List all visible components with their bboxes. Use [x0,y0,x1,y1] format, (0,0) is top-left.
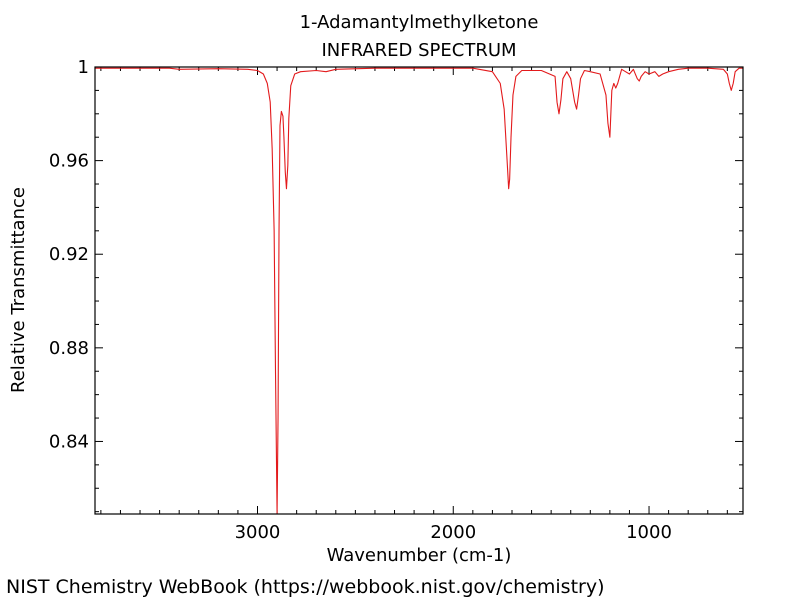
axis-ticks [95,66,743,514]
y-axis-label: Relative Transmittance [8,187,29,393]
x-tick-label: 1000 [626,522,672,543]
y-tick-label: 1 [78,57,89,78]
chart-title: 1-Adamantylmethylketone [300,12,539,33]
x-axis-label: Wavenumber (cm-1) [327,545,512,566]
plot-frame [94,66,744,515]
ir-spectrum-chart: 1-Adamantylmethylketone INFRARED SPECTRU… [8,12,744,566]
series-line [95,67,743,515]
x-tick-label: 2000 [430,522,476,543]
y-tick-label: 0.88 [49,338,89,359]
x-tick-label: 3000 [235,522,281,543]
footer-source-text: NIST Chemistry WebBook (https://webbook.… [6,576,605,598]
chart-subtitle: INFRARED SPECTRUM [321,40,516,61]
y-tick-label: 0.96 [49,151,89,172]
y-tick-label: 0.92 [49,244,89,265]
axis-tick-labels: 3000 2000 1000 0.84 0.88 0.92 0.96 1 [49,57,672,543]
y-tick-label: 0.84 [49,431,89,452]
